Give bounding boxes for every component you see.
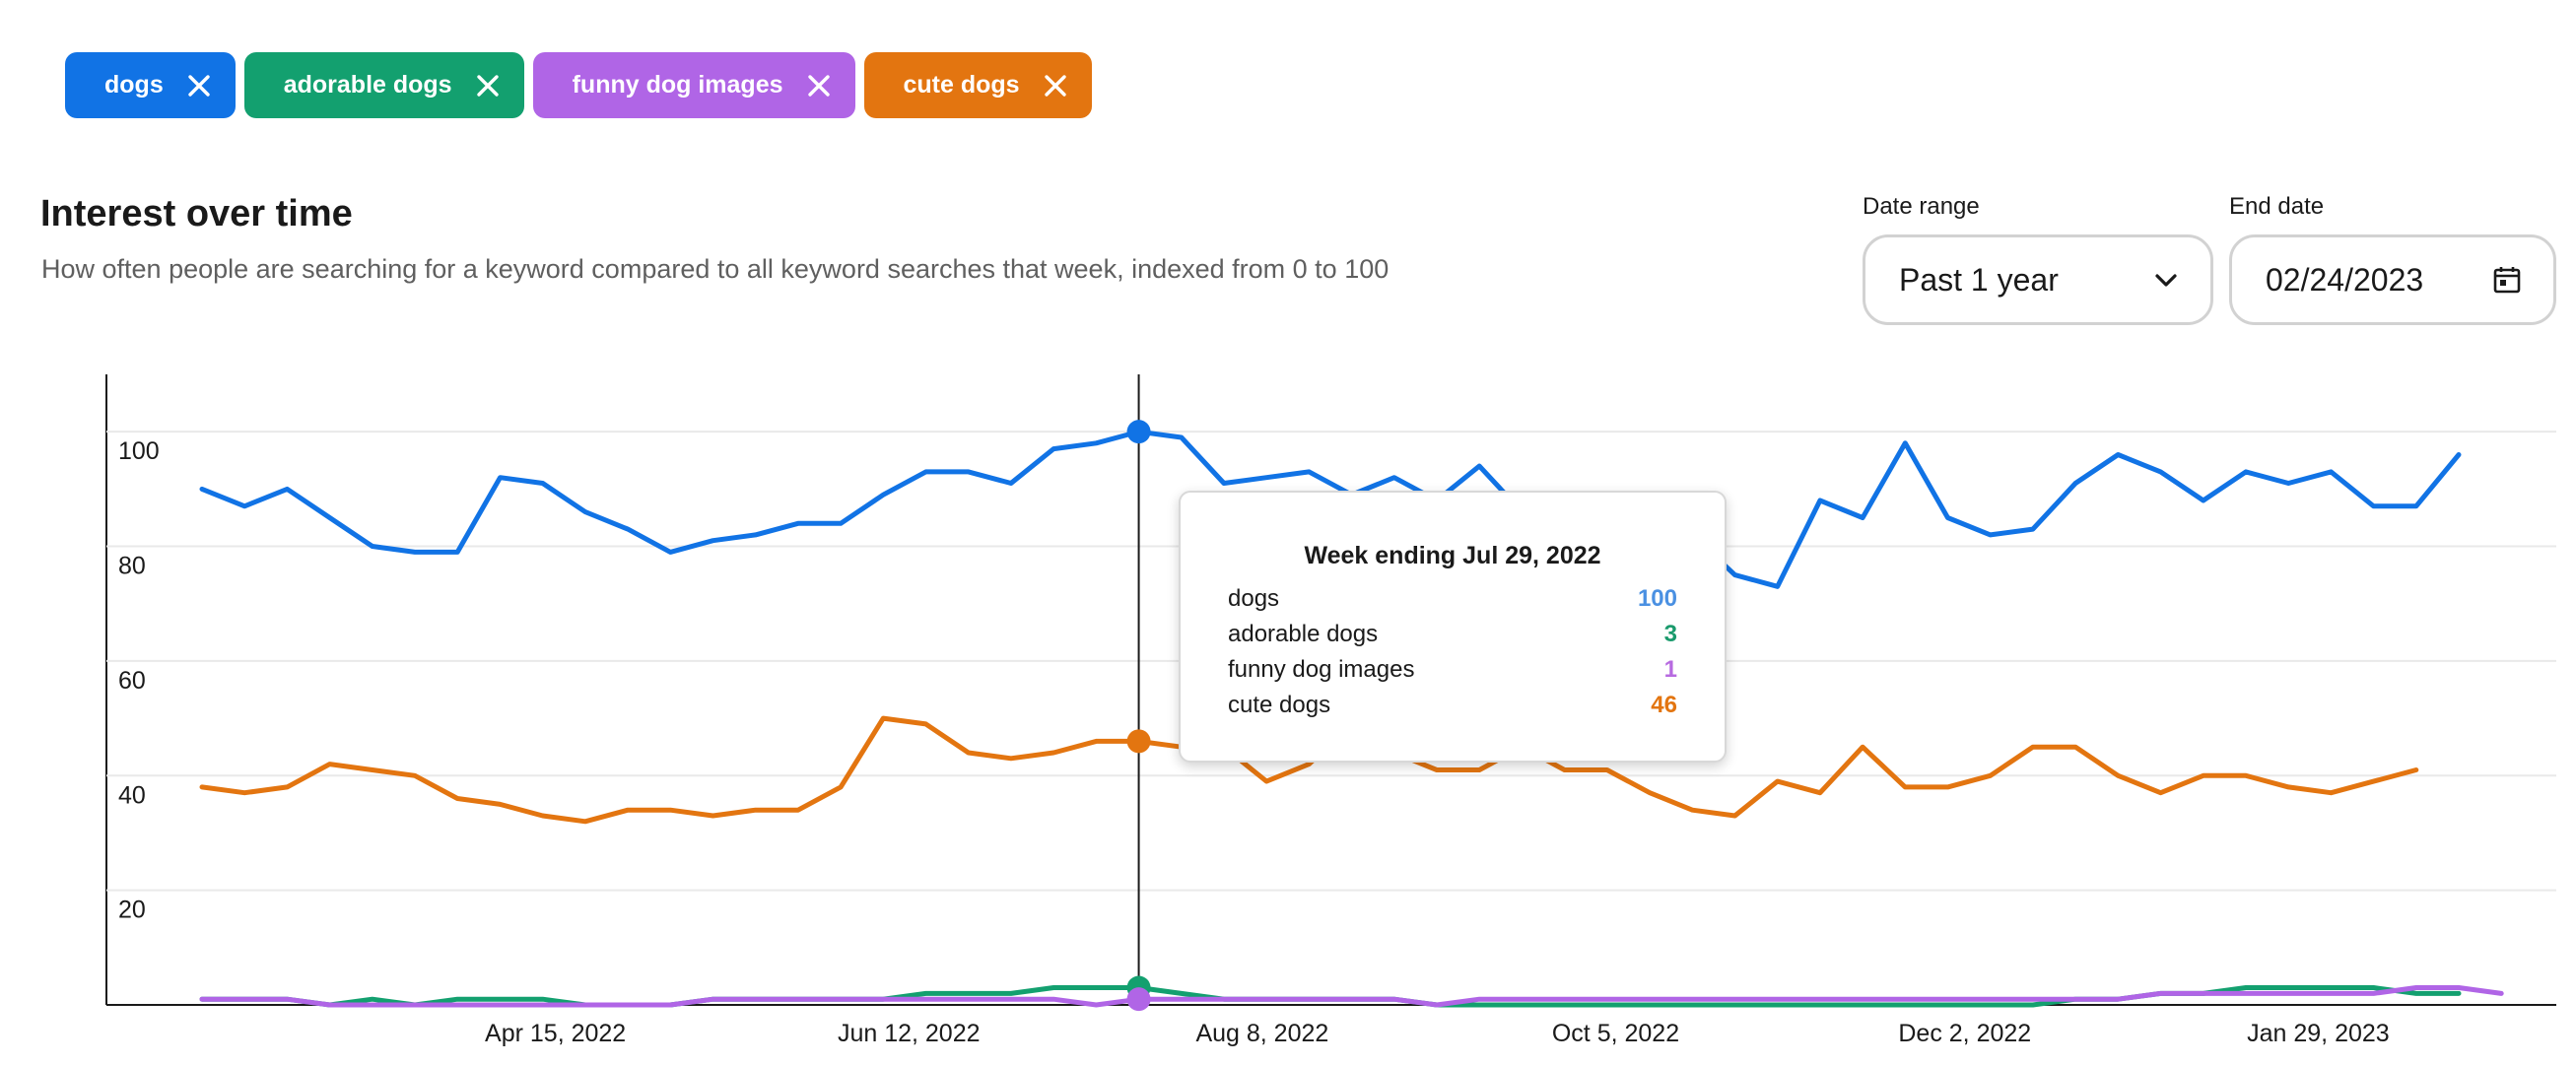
tooltip-series-value: 46: [1651, 692, 1677, 718]
interest-over-time-chart: 20 40 60 80 100 Apr 15, 2022 Jun 12, 2022 Aug …: [0, 374, 2576, 1060]
hover-point-funny-dog-images: [1126, 987, 1151, 1012]
hover-point-cute-dogs: [1126, 729, 1151, 754]
date-range-value: Past 1 year: [1899, 261, 2059, 298]
chart-tooltip: Week ending Jul 29, 2022 dogs 100 adorab…: [1179, 491, 1727, 763]
series-line-funny-dog-images: [199, 985, 2504, 1008]
series-line-cute-dogs: [199, 715, 2419, 825]
y-tick-label: 40: [118, 781, 146, 809]
chip-label: funny dog images: [572, 71, 783, 99]
y-tick-label: 20: [118, 897, 146, 924]
series-line-adorable-dogs: [199, 985, 2462, 1008]
tooltip-row-dogs: dogs 100: [1228, 585, 1677, 615]
close-icon[interactable]: [1044, 74, 1067, 98]
end-date-label: End date: [2229, 193, 2325, 220]
tooltip-row-funny-dog-images: funny dog images 1: [1228, 656, 1677, 686]
close-icon[interactable]: [807, 74, 831, 98]
tooltip-series-name: adorable dogs: [1228, 621, 1379, 647]
tooltip-series-name: funny dog images: [1228, 656, 1415, 683]
calendar-icon[interactable]: [2492, 265, 2522, 295]
end-date-value: 02/24/2023: [2266, 261, 2424, 298]
tooltip-title: Week ending Jul 29, 2022: [1304, 542, 1601, 569]
page-title: Interest over time: [40, 193, 353, 234]
x-tick-label: Jan 29, 2023: [2247, 1020, 2390, 1047]
close-icon[interactable]: [476, 74, 500, 98]
x-tick-label: Oct 5, 2022: [1552, 1020, 1679, 1047]
tooltip-series-value: 3: [1663, 621, 1677, 647]
close-icon[interactable]: [187, 74, 211, 98]
date-range-label: Date range: [1863, 193, 1980, 220]
date-range-select[interactable]: Past 1 year: [1863, 234, 2213, 325]
keyword-chips: dogs adorable dogs funny dog images cute…: [65, 52, 1092, 118]
chip-label: dogs: [104, 71, 164, 99]
line-chart-svg: 20 40 60 80 100 Apr 15, 2022 Jun 12, 2022 Aug …: [105, 374, 2556, 1047]
tooltip-row-adorable-dogs: adorable dogs 3: [1228, 621, 1677, 650]
chip-dogs[interactable]: dogs: [65, 52, 236, 118]
y-tick-label: 80: [118, 553, 146, 580]
page-subtitle: How often people are searching for a key…: [41, 254, 1390, 284]
tooltip-series-name: cute dogs: [1228, 692, 1331, 718]
chip-cute-dogs[interactable]: cute dogs: [863, 52, 1092, 118]
chip-adorable-dogs[interactable]: adorable dogs: [243, 52, 524, 118]
x-tick-label: Dec 2, 2022: [1898, 1020, 2031, 1047]
chip-label: adorable dogs: [283, 71, 452, 99]
tooltip-series-value: 100: [1637, 585, 1677, 612]
hover-point-dogs: [1126, 420, 1151, 444]
series-line-dogs: [199, 429, 2462, 589]
y-tick-label: 60: [118, 667, 146, 695]
chip-funny-dog-images[interactable]: funny dog images: [532, 52, 855, 118]
tooltip-series-value: 1: [1663, 656, 1677, 683]
tooltip-series-name: dogs: [1228, 585, 1280, 612]
x-tick-label: Apr 15, 2022: [485, 1020, 626, 1047]
y-tick-label: 100: [118, 437, 160, 465]
end-date-input[interactable]: 02/24/2023: [2229, 234, 2556, 325]
x-tick-label: Aug 8, 2022: [1195, 1020, 1328, 1047]
chip-label: cute dogs: [903, 71, 1020, 99]
chevron-down-icon: [2155, 274, 2177, 287]
x-tick-label: Jun 12, 2022: [838, 1020, 981, 1047]
tooltip-row-cute-dogs: cute dogs 46: [1228, 692, 1677, 721]
